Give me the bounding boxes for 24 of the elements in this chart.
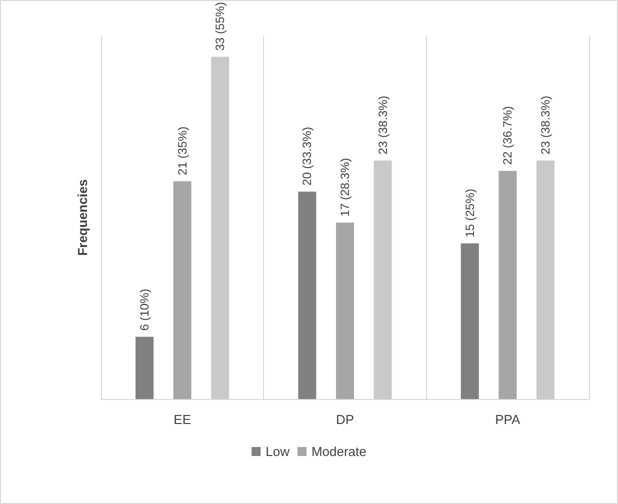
data-label: 20 (33.3%) [300,126,314,186]
data-label: 23 (38.3%) [538,96,552,154]
bar [173,181,192,399]
legend-label: Moderate [311,444,366,459]
x-tick-label: PPA [495,412,521,427]
data-label: 6 (10%) [138,288,152,331]
bar [460,243,479,399]
data-label: 17 (28.3%) [338,158,352,217]
bar [336,222,354,399]
x-tick-label: DP [336,412,354,427]
data-label: 15 (25%) [462,188,477,238]
bar [498,170,517,399]
data-label: 21 (35%) [175,126,190,176]
x-tick-label: EE [174,412,192,427]
bar [374,160,392,399]
bar [298,192,316,399]
bar [211,56,230,399]
data-label: 23 (38.3%) [376,96,390,154]
bar [136,336,154,399]
data-label: 33 (55%) [213,2,228,51]
bar [536,160,554,399]
y-axis-title: Frequencies [75,179,90,256]
legend-label: Low [266,444,290,459]
data-label: 22 (36.7%) [500,106,515,165]
